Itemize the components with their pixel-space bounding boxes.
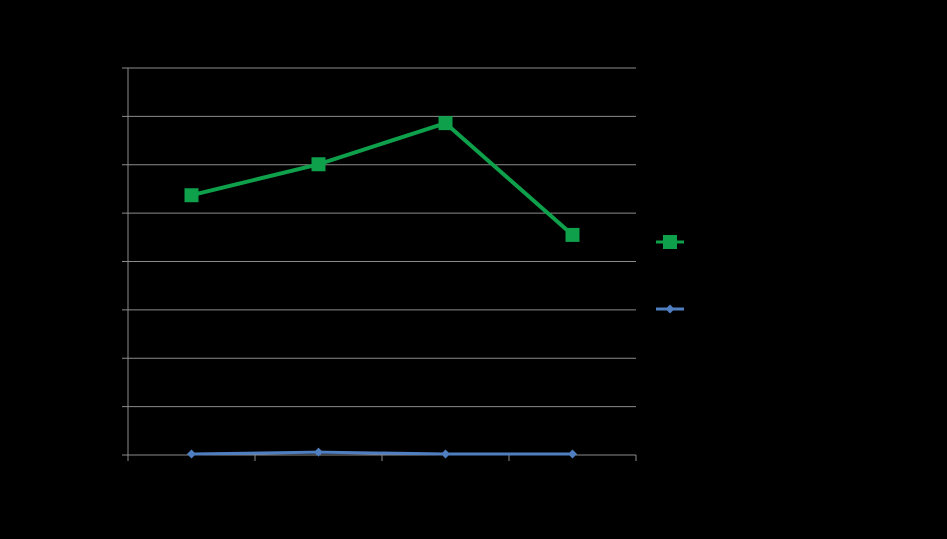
- series-line: [191, 450, 573, 456]
- data-point: [314, 447, 323, 457]
- data-point: [438, 116, 453, 131]
- data-point: [187, 449, 196, 459]
- data-point: [568, 449, 577, 459]
- legend-marker: [663, 235, 677, 249]
- legend-marker: [665, 304, 675, 314]
- data-point: [565, 227, 580, 242]
- data-point: [441, 449, 450, 459]
- series-line: [191, 121, 574, 237]
- data-point: [184, 188, 199, 203]
- data-point: [311, 157, 326, 172]
